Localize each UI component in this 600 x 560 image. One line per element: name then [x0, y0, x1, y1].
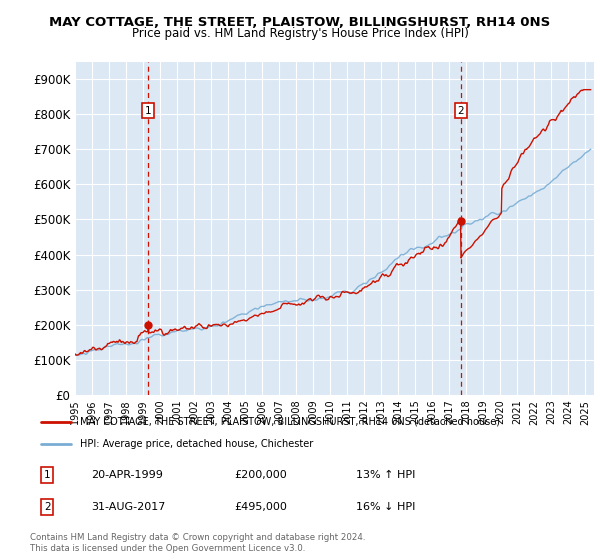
Text: £495,000: £495,000 [234, 502, 287, 512]
Text: MAY COTTAGE, THE STREET, PLAISTOW, BILLINGSHURST, RH14 0NS: MAY COTTAGE, THE STREET, PLAISTOW, BILLI… [49, 16, 551, 29]
Text: 2: 2 [457, 106, 464, 116]
Text: 13% ↑ HPI: 13% ↑ HPI [356, 470, 415, 479]
Text: MAY COTTAGE, THE STREET, PLAISTOW, BILLINGSHURST, RH14 0NS (detached house): MAY COTTAGE, THE STREET, PLAISTOW, BILLI… [80, 417, 500, 427]
Text: £200,000: £200,000 [234, 470, 287, 479]
Text: 31-AUG-2017: 31-AUG-2017 [91, 502, 165, 512]
Text: 20-APR-1999: 20-APR-1999 [91, 470, 163, 479]
Text: 16% ↓ HPI: 16% ↓ HPI [356, 502, 415, 512]
Text: 2: 2 [44, 502, 50, 512]
Text: Contains HM Land Registry data © Crown copyright and database right 2024.
This d: Contains HM Land Registry data © Crown c… [30, 533, 365, 553]
Text: 1: 1 [44, 470, 50, 479]
Text: HPI: Average price, detached house, Chichester: HPI: Average price, detached house, Chic… [80, 438, 313, 449]
Text: Price paid vs. HM Land Registry's House Price Index (HPI): Price paid vs. HM Land Registry's House … [131, 27, 469, 40]
Text: 1: 1 [145, 106, 152, 116]
